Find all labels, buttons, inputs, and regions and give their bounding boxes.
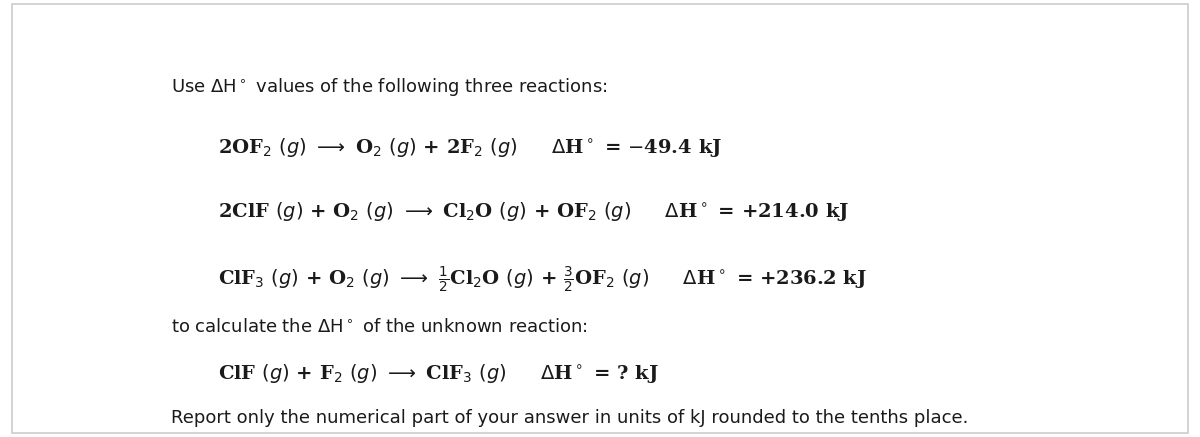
Text: ClF$_3$ $(g)$ + O$_2$ $(g)$ $\longrightarrow$ $\frac{1}{2}$Cl$_2$O $(g)$ + $\fra: ClF$_3$ $(g)$ + O$_2$ $(g)$ $\longrighta…	[218, 264, 866, 295]
Text: 2OF$_2$ $(g)$ $\longrightarrow$ O$_2$ $(g)$ + 2F$_2$ $(g)$     $\Delta$H$^\circ$: 2OF$_2$ $(g)$ $\longrightarrow$ O$_2$ $(…	[218, 136, 722, 160]
Text: to calculate the $\Delta$H$^\circ$ of the unknown reaction:: to calculate the $\Delta$H$^\circ$ of th…	[170, 319, 588, 336]
Text: ClF $(g)$ + F$_2$ $(g)$ $\longrightarrow$ ClF$_3$ $(g)$     $\Delta$H$^\circ$ = : ClF $(g)$ + F$_2$ $(g)$ $\longrightarrow…	[218, 362, 659, 385]
FancyBboxPatch shape	[12, 4, 1188, 433]
Text: 2ClF $(g)$ + O$_2$ $(g)$ $\longrightarrow$ Cl$_2$O $(g)$ + OF$_2$ $(g)$     $\De: 2ClF $(g)$ + O$_2$ $(g)$ $\longrightarro…	[218, 201, 850, 223]
Text: Report only the numerical part of your answer in units of kJ rounded to the tent: Report only the numerical part of your a…	[170, 409, 968, 427]
Text: Use $\Delta$H$^\circ$ values of the following three reactions:: Use $\Delta$H$^\circ$ values of the foll…	[170, 76, 607, 98]
